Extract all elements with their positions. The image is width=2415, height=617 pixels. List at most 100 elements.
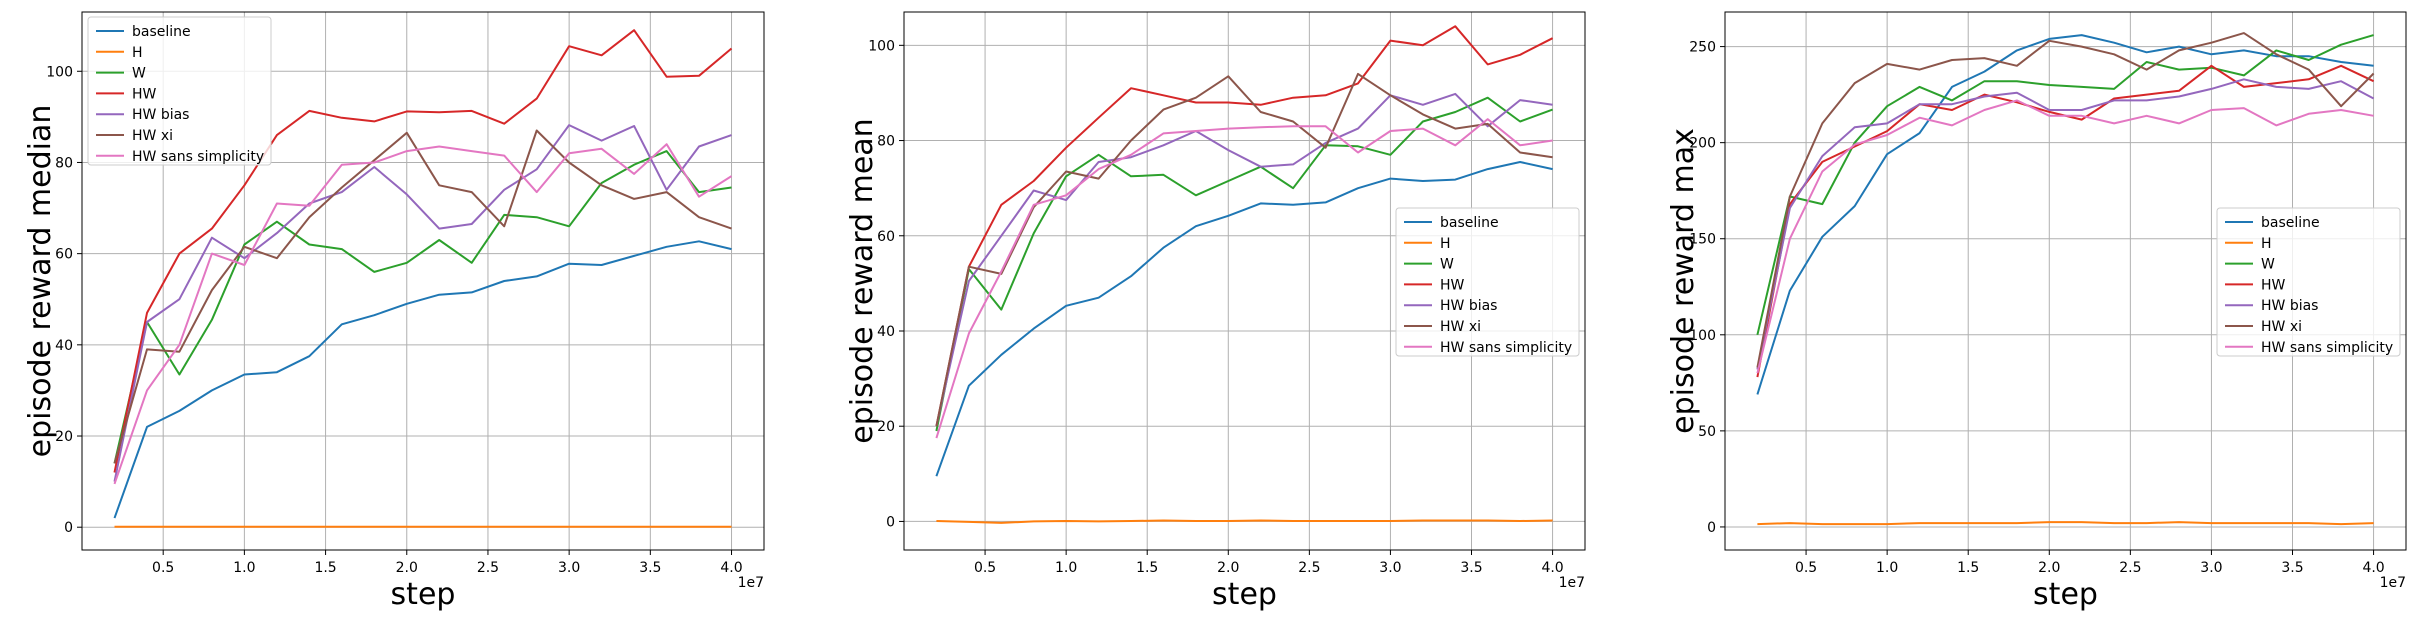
legend-entry: W	[132, 66, 146, 82]
y-tick-label: 20	[55, 429, 73, 445]
chart-panel-1: 0.5 1.0 1.5 2.0 2.5 3.0 3.5 4.0 0 20 40 60 80 100 step…	[23, 11, 765, 612]
legend-entry: HW bias	[1440, 298, 1497, 314]
legend-entry: baseline	[132, 24, 191, 40]
axes-frame	[1724, 11, 2407, 551]
y-tick-label: 250	[1689, 40, 1716, 56]
x-offset-label: 1e7	[1559, 575, 1585, 591]
axes-frame	[81, 11, 765, 551]
y-tick-label: 150	[1689, 232, 1716, 248]
y-tick-label: 100	[1689, 328, 1716, 344]
x-tick-label: 2.5	[2119, 560, 2141, 576]
y-tick-label: 60	[55, 247, 73, 263]
legend-entry: HW xi	[1440, 319, 1481, 335]
x-tick-label: 3.0	[558, 560, 580, 576]
y-tick-label: 40	[877, 324, 895, 340]
series-line-hw-sans-simplicity	[935, 118, 1553, 439]
y-tick-label: 100	[46, 64, 73, 80]
series-line-hw-xi	[1756, 32, 2375, 368]
y-tick-label: 0	[64, 520, 73, 536]
legend: baseline HW HW HW bias HW xi HW sans simplici…	[1395, 207, 1580, 357]
x-tick-label: 0.5	[1795, 560, 1817, 576]
legend-entry: HW xi	[2261, 319, 2302, 335]
x-offset-label: 1e7	[738, 575, 764, 591]
x-tick-label: 2.5	[1298, 560, 1320, 576]
x-tick-label: 1.5	[1957, 560, 1979, 576]
x-tick-label: 3.0	[1379, 560, 1401, 576]
series-line-hw-bias	[113, 124, 732, 482]
legend-entry: HW sans simplicity	[1440, 340, 1572, 356]
series-line-hw	[935, 25, 1554, 427]
x-tick-label: 3.5	[639, 560, 661, 576]
chart-panel-3: 0.5 1.0 1.5 2.0 2.5 3.0 3.5 4.0 0 50 100 150 200 250 s…	[1666, 11, 2407, 612]
x-tick-label: 2.0	[396, 560, 418, 576]
legend-entry: W	[2261, 257, 2275, 273]
y-tick-label: 0	[1707, 520, 1716, 536]
x-tick-label: 2.0	[2038, 560, 2060, 576]
legend-box	[2216, 207, 2401, 357]
x-tick-label: 0.5	[152, 560, 174, 576]
chart-panel-2: 0.5 1.0 1.5 2.0 2.5 3.0 3.5 4.0 0 20 40 60 80 100 step…	[845, 11, 1586, 612]
legend-entry: W	[1440, 257, 1454, 273]
x-axis-label: step	[391, 577, 456, 612]
y-tick-label: 50	[1698, 424, 1716, 440]
y-tick-label: 100	[868, 38, 895, 54]
x-tick-label: 1.5	[314, 560, 336, 576]
series-line-w	[1756, 34, 2374, 336]
legend: baseline HW HW HW bias HW xi HW sans simplici…	[87, 16, 272, 166]
legend-entry: HW	[1440, 277, 1465, 293]
legend-entry: HW sans simplicity	[132, 149, 264, 165]
series-line-w	[935, 96, 1553, 432]
x-tick-label: 1.5	[1136, 560, 1158, 576]
y-tick-label: 0	[886, 514, 895, 530]
x-tick-label: 4.0	[2362, 560, 2384, 576]
legend-entry: H	[2261, 236, 2272, 252]
series-line-hw-sans-simplicity	[1756, 99, 2374, 374]
legend-box	[87, 16, 272, 166]
y-tick-label: 80	[877, 134, 895, 150]
legend-entry: H	[1440, 236, 1451, 252]
y-tick-label: 80	[55, 155, 73, 171]
x-tick-label: 0.5	[974, 560, 996, 576]
x-tick-label: 1.0	[1876, 560, 1898, 576]
x-tick-label: 3.5	[1460, 560, 1482, 576]
legend-entry: baseline	[2261, 215, 2320, 231]
legend-entry: HW xi	[132, 128, 173, 144]
axes-frame	[903, 11, 1586, 551]
x-tick-label: 3.5	[2281, 560, 2303, 576]
x-offset-label: 1e7	[2380, 575, 2406, 591]
x-tick-label: 2.5	[477, 560, 499, 576]
series-line-hw-sans-simplicity	[113, 143, 733, 485]
y-axis-label: episode reward max	[1666, 128, 1701, 434]
y-tick-label: 20	[877, 419, 895, 435]
x-tick-label: 4.0	[720, 560, 742, 576]
x-tick-label: 1.0	[233, 560, 255, 576]
x-tick-label: 2.0	[1217, 560, 1239, 576]
series-line-baseline	[113, 240, 732, 519]
x-tick-label: 1.0	[1055, 560, 1077, 576]
series-line-hw-xi	[113, 129, 732, 464]
legend-box	[1395, 207, 1580, 357]
legend-entry: HW bias	[2261, 298, 2318, 314]
legend-entry: HW	[2261, 277, 2286, 293]
series-line-h	[936, 519, 1553, 524]
y-axis-label: episode reward median	[23, 105, 58, 458]
x-axis-label: step	[2033, 577, 2098, 612]
series-line-hw-bias	[1756, 78, 2375, 370]
series-line-w	[113, 150, 732, 464]
legend-entry: HW bias	[132, 107, 189, 123]
series-line-hw	[113, 29, 733, 473]
legend: baseline HW HW HW bias HW xi HW sans simplici…	[2216, 207, 2401, 357]
y-tick-label: 60	[877, 229, 895, 245]
series-line-hw-bias	[935, 92, 1553, 427]
x-tick-label: 4.0	[1541, 560, 1563, 576]
legend-entry: HW	[132, 86, 157, 102]
y-axis-label: episode reward mean	[845, 118, 880, 443]
legend-entry: H	[132, 45, 143, 61]
x-tick-label: 3.0	[2200, 560, 2222, 576]
series-line-h	[1757, 521, 2374, 526]
series-line-hw-xi	[935, 72, 1553, 427]
y-tick-label: 40	[55, 338, 73, 354]
legend-entry: baseline	[1440, 215, 1499, 231]
y-tick-label: 200	[1689, 136, 1716, 152]
